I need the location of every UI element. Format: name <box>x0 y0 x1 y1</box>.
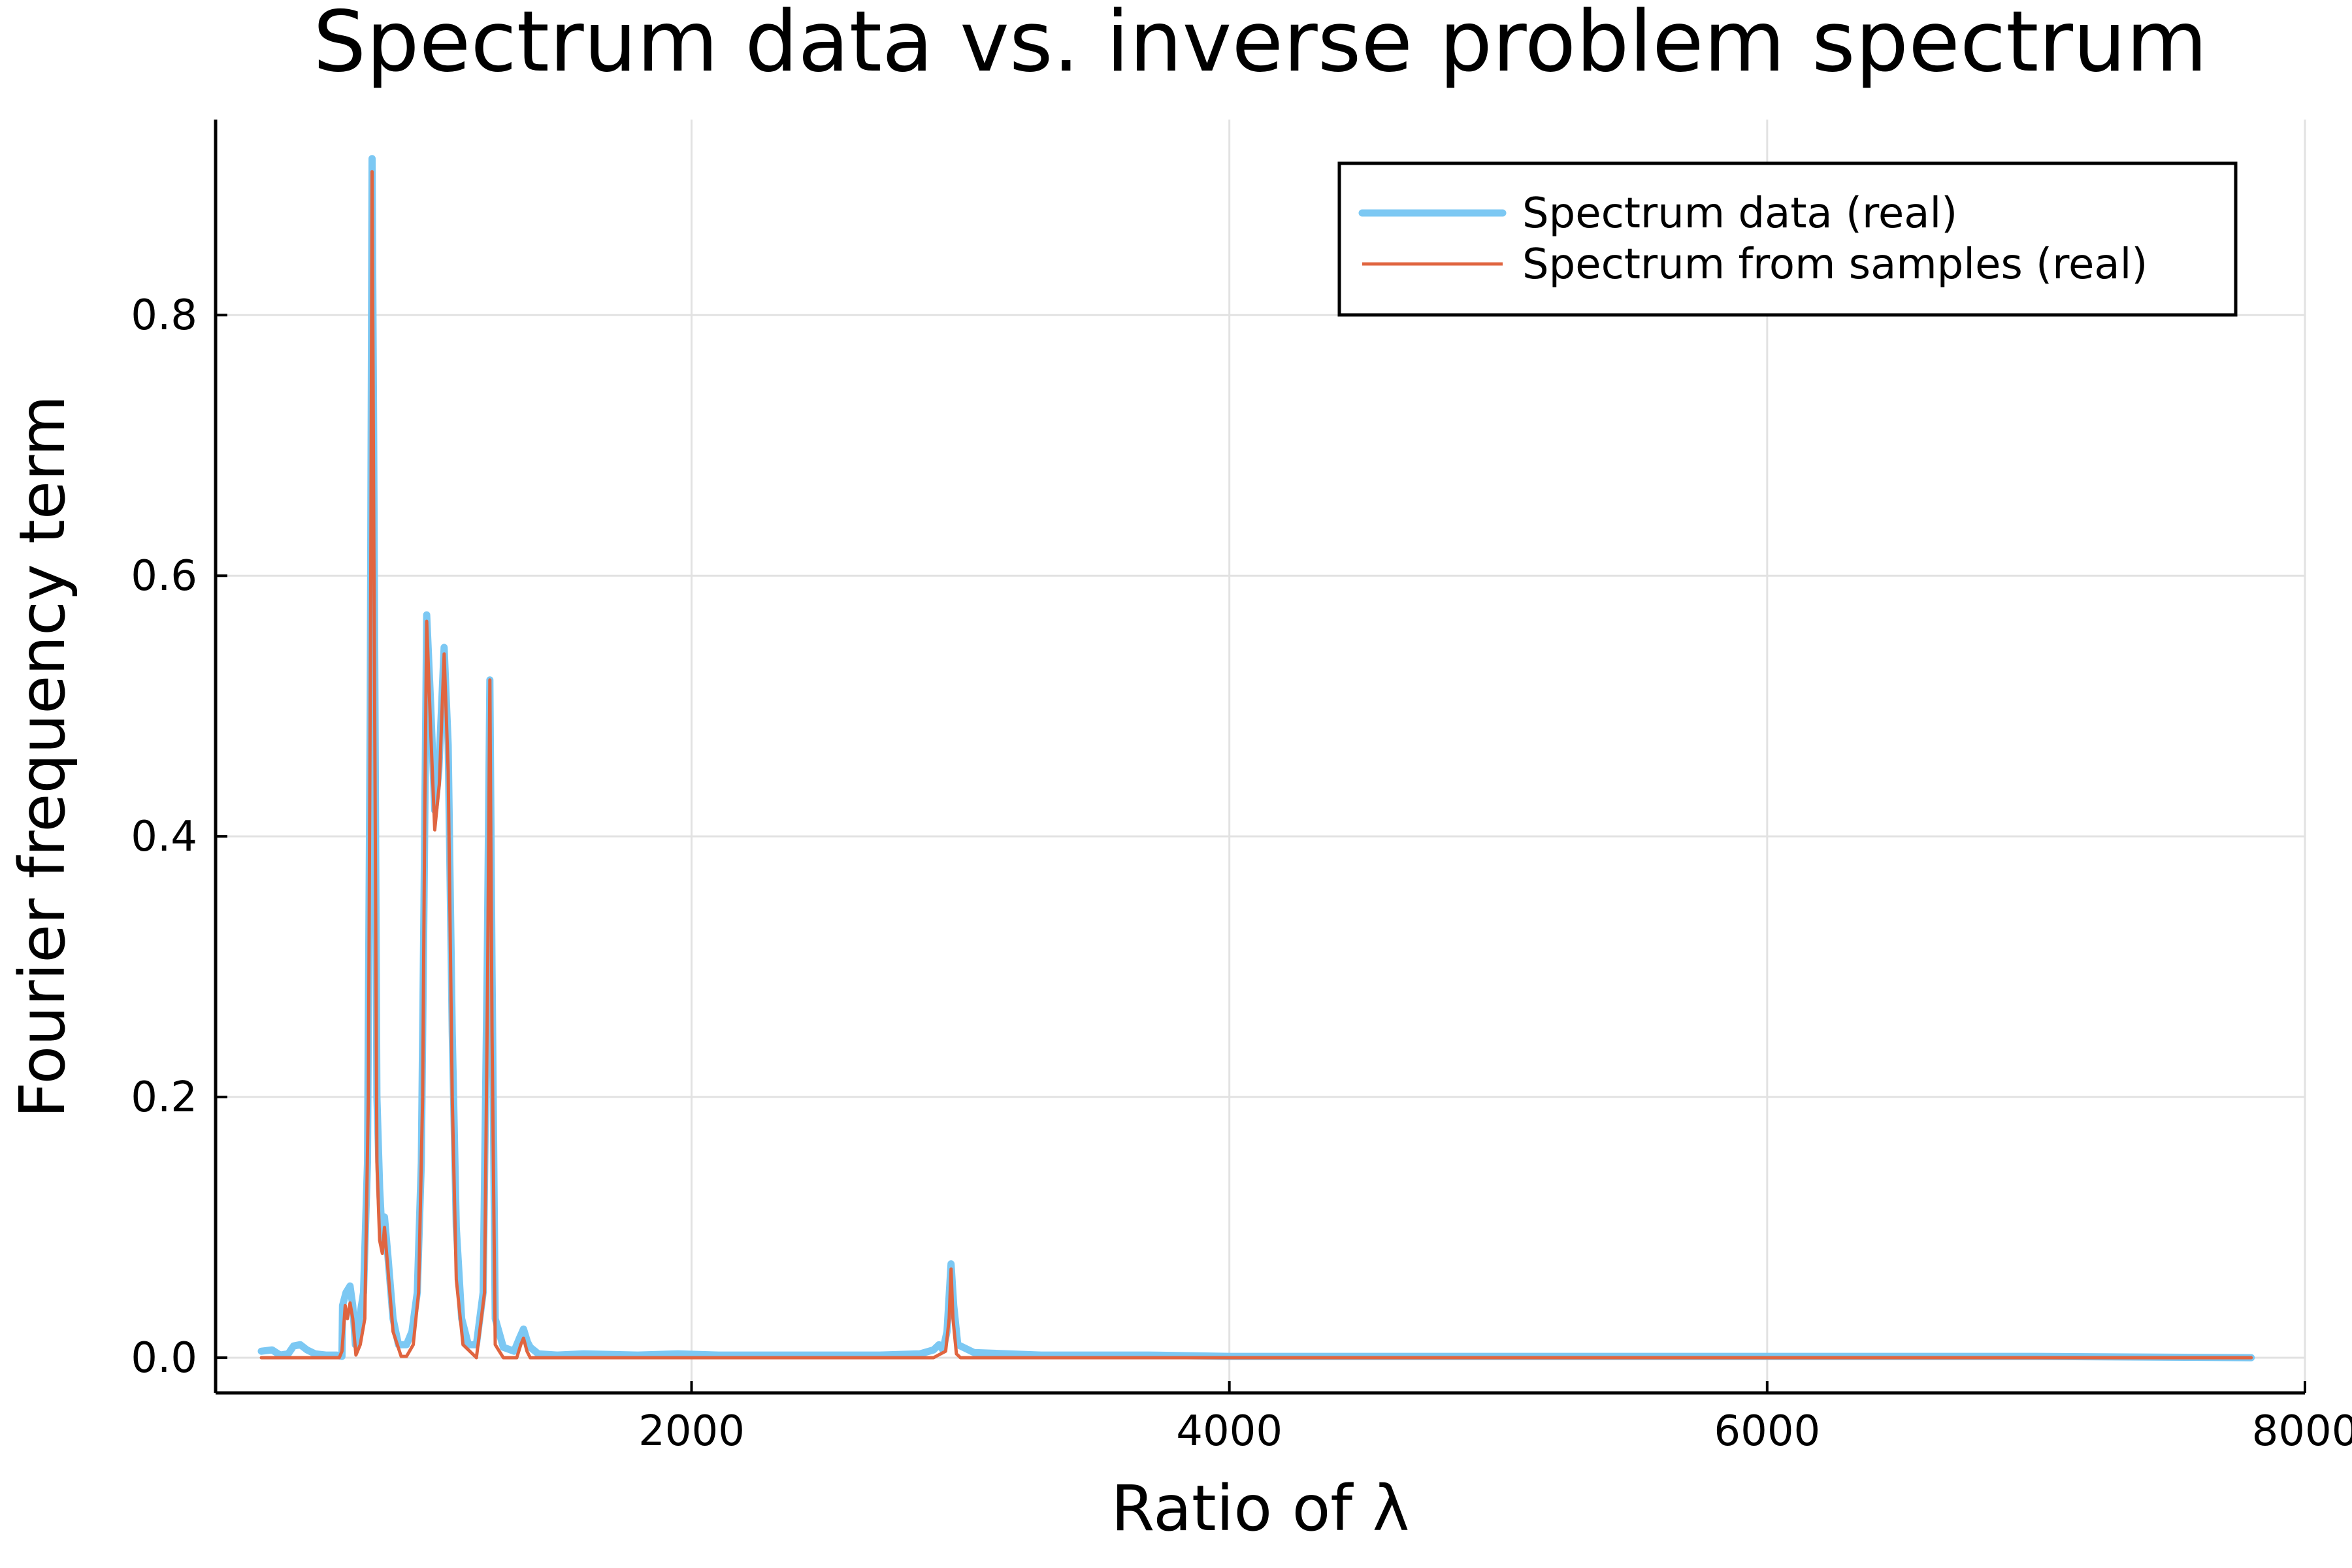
ticks: 2000 4000 6000 8000 0.0 0.2 0.4 0.6 0.8 <box>131 291 2352 1456</box>
series-line-spectrum-data <box>257 155 2255 1362</box>
axes <box>214 120 2305 1395</box>
legend-label-spectrum-samples: Spectrum from samples (real) <box>1522 240 2148 289</box>
x-tick-label: 6000 <box>1714 1407 1820 1456</box>
x-tick-label: 4000 <box>1176 1407 1282 1456</box>
chart-title: Spectrum data vs. inverse problem spectr… <box>313 0 2208 91</box>
x-tick-label: 8000 <box>2252 1407 2352 1456</box>
legend: Spectrum data (real) Spectrum from sampl… <box>1337 161 2238 317</box>
x-axis-label: Ratio of λ <box>1111 1472 1410 1545</box>
y-tick-label: 0.6 <box>131 552 197 600</box>
series-line-spectrum-samples <box>259 170 2253 1360</box>
y-tick-label: 0.4 <box>131 813 197 861</box>
legend-label-spectrum-data: Spectrum data (real) <box>1522 189 1957 238</box>
y-axis-label: Fourier frequency term <box>6 395 79 1119</box>
series-lines <box>257 155 2255 1362</box>
y-tick-label: 0.0 <box>131 1334 197 1382</box>
legend-box <box>1337 161 2238 317</box>
y-tick-label: 0.2 <box>131 1073 197 1122</box>
y-tick-label: 0.8 <box>131 291 197 340</box>
x-tick-label: 2000 <box>638 1407 745 1456</box>
